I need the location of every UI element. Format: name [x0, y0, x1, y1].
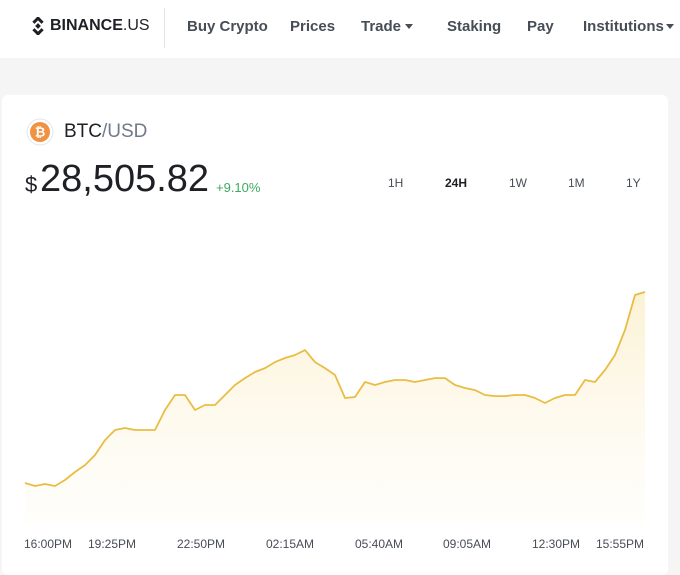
- nav-item[interactable]: Pay: [527, 18, 554, 35]
- price-line: [24, 291, 646, 487]
- price: 28,505.82: [40, 158, 210, 200]
- timeframe[interactable]: 1M: [568, 176, 585, 190]
- base-asset: BTC: [64, 121, 102, 142]
- divider: [164, 8, 165, 48]
- x-tick-label: 05:40AM: [355, 537, 403, 551]
- logo-main: BINANCE: [50, 17, 123, 34]
- x-tick-label: 22:50PM: [177, 537, 225, 551]
- nav-item[interactable]: Staking: [447, 18, 502, 35]
- x-tick-label: 19:25PM: [88, 537, 136, 551]
- quote-asset: /USD: [102, 121, 148, 142]
- area-fill: [25, 292, 645, 525]
- logo[interactable]: BINANCE.US: [50, 17, 150, 35]
- page: BINANCE.US Buy Crypto Prices Trade Staki…: [0, 0, 680, 551]
- x-tick-label: 12:30PM: [532, 537, 580, 551]
- nav-item[interactable]: Buy Crypto: [187, 18, 268, 35]
- x-tick-label: 09:05AM: [443, 537, 491, 551]
- currency-symbol: $: [25, 172, 38, 197]
- svg-text:₿: ₿: [35, 125, 46, 140]
- dropdown-arrow: [666, 24, 674, 29]
- logo-suffix: .US: [122, 17, 150, 34]
- price-change: +9.10%: [216, 180, 261, 195]
- timeframe[interactable]: 24H: [445, 176, 468, 190]
- nav-item[interactable]: Institutions: [583, 18, 664, 35]
- top-nav: BINANCE.US Buy Crypto Prices Trade Staki…: [0, 0, 680, 58]
- x-tick-label: 15:55PM: [596, 537, 644, 551]
- nav-item[interactable]: Prices: [290, 18, 336, 35]
- timeframe[interactable]: 1Y: [626, 176, 641, 190]
- logo-icon: [32, 17, 44, 35]
- btc-icon: ₿: [26, 118, 54, 146]
- nav-item[interactable]: Trade: [361, 18, 402, 35]
- dropdown-arrow: [405, 24, 413, 29]
- timeframe[interactable]: 1H: [388, 176, 404, 190]
- x-tick-label: 16:00PM: [24, 537, 72, 551]
- price-chart: 16:00PM 19:25PM 22:50PM 02:15AM 05:40AM 09:05…: [24, 291, 646, 551]
- timeframe[interactable]: 1W: [509, 176, 527, 190]
- x-tick-label: 02:15AM: [266, 537, 314, 551]
- pair: BTC/USD: [64, 121, 147, 143]
